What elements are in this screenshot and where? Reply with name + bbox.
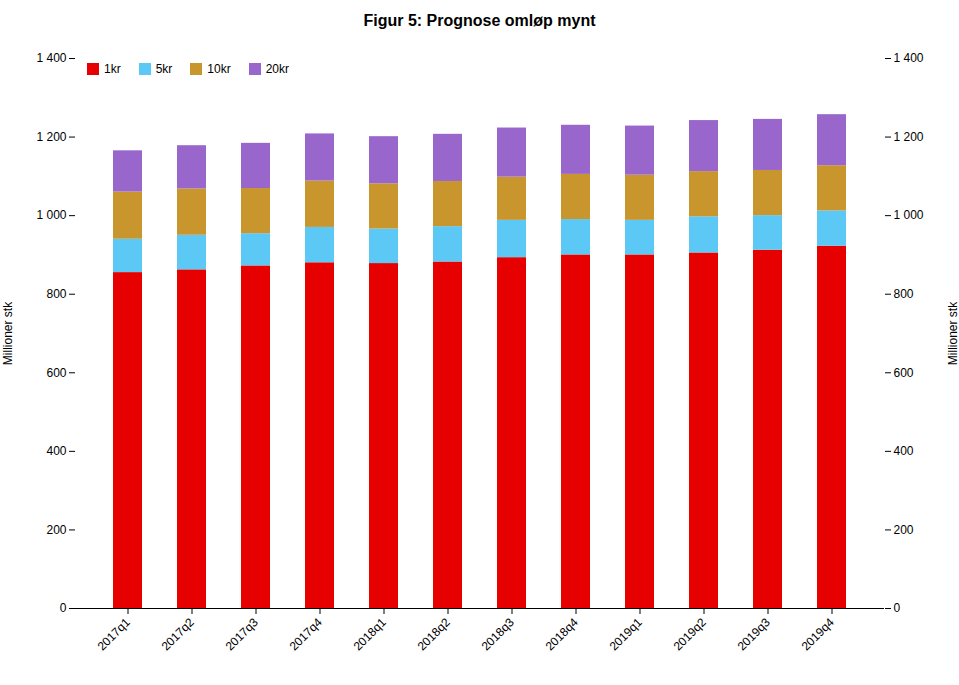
svg-text:0: 0 (60, 601, 67, 615)
svg-text:2019q4: 2019q4 (799, 615, 837, 653)
svg-text:2019q1: 2019q1 (607, 615, 645, 653)
svg-text:200: 200 (46, 523, 66, 537)
svg-text:600: 600 (894, 366, 914, 380)
svg-text:1 400: 1 400 (36, 51, 66, 65)
svg-text:600: 600 (46, 366, 66, 380)
svg-text:2017q2: 2017q2 (159, 615, 197, 653)
html-text:Figur 5: Prognose omløp mynt: Figur 5: Prognose omløp mynt (363, 12, 596, 29)
svg-text:800: 800 (46, 287, 66, 301)
html-text:5kr: 5kr (155, 62, 173, 76)
svg-text:2018q1: 2018q1 (351, 615, 389, 653)
svg-text:2018q3: 2018q3 (479, 615, 517, 653)
svg-text:2019q2: 2019q2 (671, 615, 709, 653)
svg-text:2017q1: 2017q1 (95, 615, 133, 653)
svg-text:2019q3: 2019q3 (735, 615, 773, 653)
svg-text:Millioner stk: Millioner stk (1, 301, 15, 365)
svg-text:400: 400 (894, 444, 914, 458)
svg-text:1 200: 1 200 (894, 130, 924, 144)
svg-text:200: 200 (894, 523, 914, 537)
svg-text:2018q4: 2018q4 (543, 615, 581, 653)
html-text:10kr: 10kr (207, 62, 231, 76)
svg-text:1 400: 1 400 (894, 51, 924, 65)
svg-text:400: 400 (46, 444, 66, 458)
svg-text:2017q3: 2017q3 (223, 615, 261, 653)
svg-text:2017q4: 2017q4 (287, 615, 325, 653)
svg-text:1 000: 1 000 (36, 208, 66, 222)
svg-text:800: 800 (894, 287, 914, 301)
svg-text:0: 0 (894, 601, 901, 615)
svg-text:1 000: 1 000 (894, 208, 924, 222)
svg-text:2018q2: 2018q2 (415, 615, 453, 653)
svg-text:Millioner stk: Millioner stk (946, 301, 959, 365)
html-text:1kr: 1kr (104, 62, 121, 76)
svg-text:1 200: 1 200 (36, 130, 66, 144)
html-text:20kr: 20kr (265, 62, 289, 76)
